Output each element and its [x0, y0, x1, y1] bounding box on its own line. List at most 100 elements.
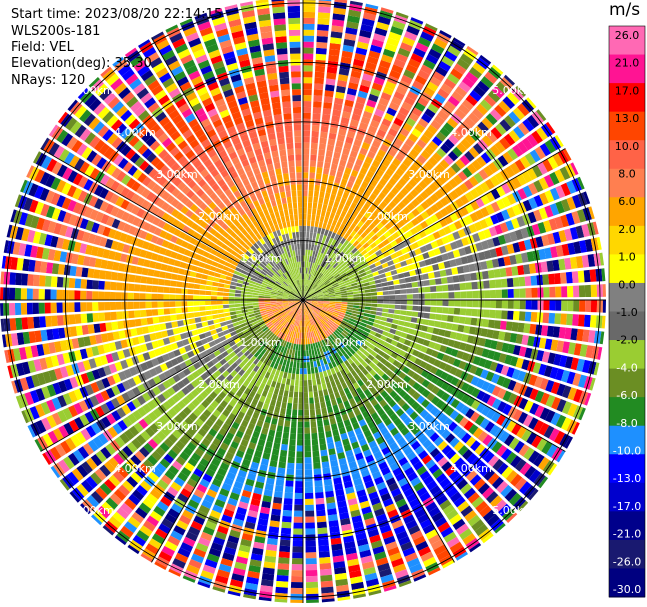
ppi-bin	[377, 377, 385, 386]
ppi-bin	[249, 390, 256, 398]
ppi-bin	[296, 451, 303, 458]
ppi-bin	[349, 435, 358, 444]
ppi-bin	[447, 73, 460, 85]
ppi-bin	[358, 186, 366, 194]
ppi-bin	[211, 261, 219, 267]
ppi-bin	[307, 338, 310, 345]
ppi-bin	[127, 516, 141, 529]
ppi-bin	[89, 335, 97, 346]
ppi-bin	[135, 434, 147, 446]
ppi-bin	[335, 298, 342, 300]
ppi-bin	[313, 361, 318, 368]
ppi-bin	[334, 572, 348, 581]
ppi-bin	[376, 129, 387, 138]
ppi-bin	[317, 300, 324, 302]
ppi-bin	[512, 382, 523, 394]
ppi-bin	[575, 255, 584, 269]
ppi-bin	[329, 327, 335, 333]
ppi-bin	[35, 403, 46, 418]
ppi-bin	[162, 390, 171, 400]
ppi-bin	[292, 546, 303, 553]
ppi-bin	[401, 461, 412, 472]
ppi-bin	[352, 422, 360, 430]
ppi-bin	[256, 524, 268, 532]
ppi-bin	[193, 488, 205, 499]
ppi-bin	[367, 321, 374, 326]
ppi-bin	[241, 533, 253, 542]
ppi-bin	[100, 259, 108, 269]
ppi-bin	[378, 339, 386, 346]
ppi-bin	[486, 491, 499, 504]
ppi-bin	[280, 319, 286, 325]
ppi-bin	[111, 218, 121, 229]
ppi-bin	[345, 93, 356, 102]
ppi-bin	[377, 242, 385, 249]
ppi-bin	[30, 215, 40, 229]
ppi-bin	[447, 356, 456, 365]
ppi-bin	[202, 268, 210, 275]
ppi-bin	[543, 365, 553, 378]
ppi-bin	[361, 360, 369, 368]
ppi-bin	[412, 174, 422, 184]
ppi-bin	[205, 258, 213, 265]
ppi-bin	[471, 308, 478, 317]
ppi-bin	[590, 284, 598, 297]
ppi-bin	[117, 420, 128, 431]
ppi-bin	[424, 186, 434, 196]
ppi-bin	[224, 354, 232, 362]
ppi-bin	[558, 327, 566, 339]
ppi-bin	[221, 270, 228, 276]
ppi-bin	[82, 359, 92, 371]
ppi-bin	[369, 165, 378, 174]
ppi-bin	[439, 30, 452, 39]
ppi-bin	[377, 295, 384, 300]
ppi-bin	[157, 479, 169, 490]
ppi-bin	[478, 337, 487, 347]
ppi-bin	[259, 433, 267, 441]
ppi-bin	[247, 472, 257, 481]
ppi-bin	[277, 364, 282, 371]
ppi-bin	[303, 243, 306, 250]
ppi-bin	[177, 400, 186, 410]
ppi-bin	[259, 291, 266, 294]
ppi-bin	[350, 70, 362, 79]
ppi-bin	[459, 183, 469, 194]
ppi-bin	[205, 520, 217, 531]
ppi-bin	[337, 596, 351, 601]
ppi-bin	[331, 239, 337, 246]
ppi-bin	[405, 258, 413, 265]
ppi-bin	[200, 381, 209, 390]
ppi-bin	[366, 485, 377, 495]
ppi-bin	[216, 404, 225, 413]
ppi-bin	[317, 420, 323, 427]
ppi-bin	[167, 351, 176, 360]
ppi-bin	[273, 320, 279, 326]
ppi-bin	[178, 347, 187, 355]
ppi-bin	[235, 286, 242, 291]
ppi-bin	[259, 395, 266, 403]
ppi-bin	[419, 360, 428, 369]
ppi-bin	[323, 168, 330, 175]
ppi-bin	[380, 492, 392, 502]
ppi-bin	[320, 574, 333, 582]
ppi-bin	[300, 302, 303, 309]
ppi-bin	[380, 466, 391, 476]
ppi-bin	[283, 304, 289, 307]
ppi-bin	[8, 303, 16, 316]
ppi-bin	[314, 184, 320, 192]
ppi-bin	[465, 308, 473, 316]
ppi-bin	[428, 506, 441, 518]
ppi-bin	[126, 401, 137, 412]
ppi-bin	[311, 268, 315, 275]
ppi-bin	[409, 270, 417, 276]
ppi-bin	[256, 419, 264, 428]
ppi-bin	[221, 378, 230, 387]
ppi-bin	[353, 334, 361, 340]
ppi-bin	[181, 255, 189, 263]
ppi-bin	[215, 418, 224, 428]
ppi-bin	[87, 233, 97, 244]
ppi-bin	[383, 585, 397, 592]
ppi-bin	[325, 150, 333, 158]
ppi-bin	[106, 413, 117, 425]
ppi-bin	[314, 316, 319, 323]
